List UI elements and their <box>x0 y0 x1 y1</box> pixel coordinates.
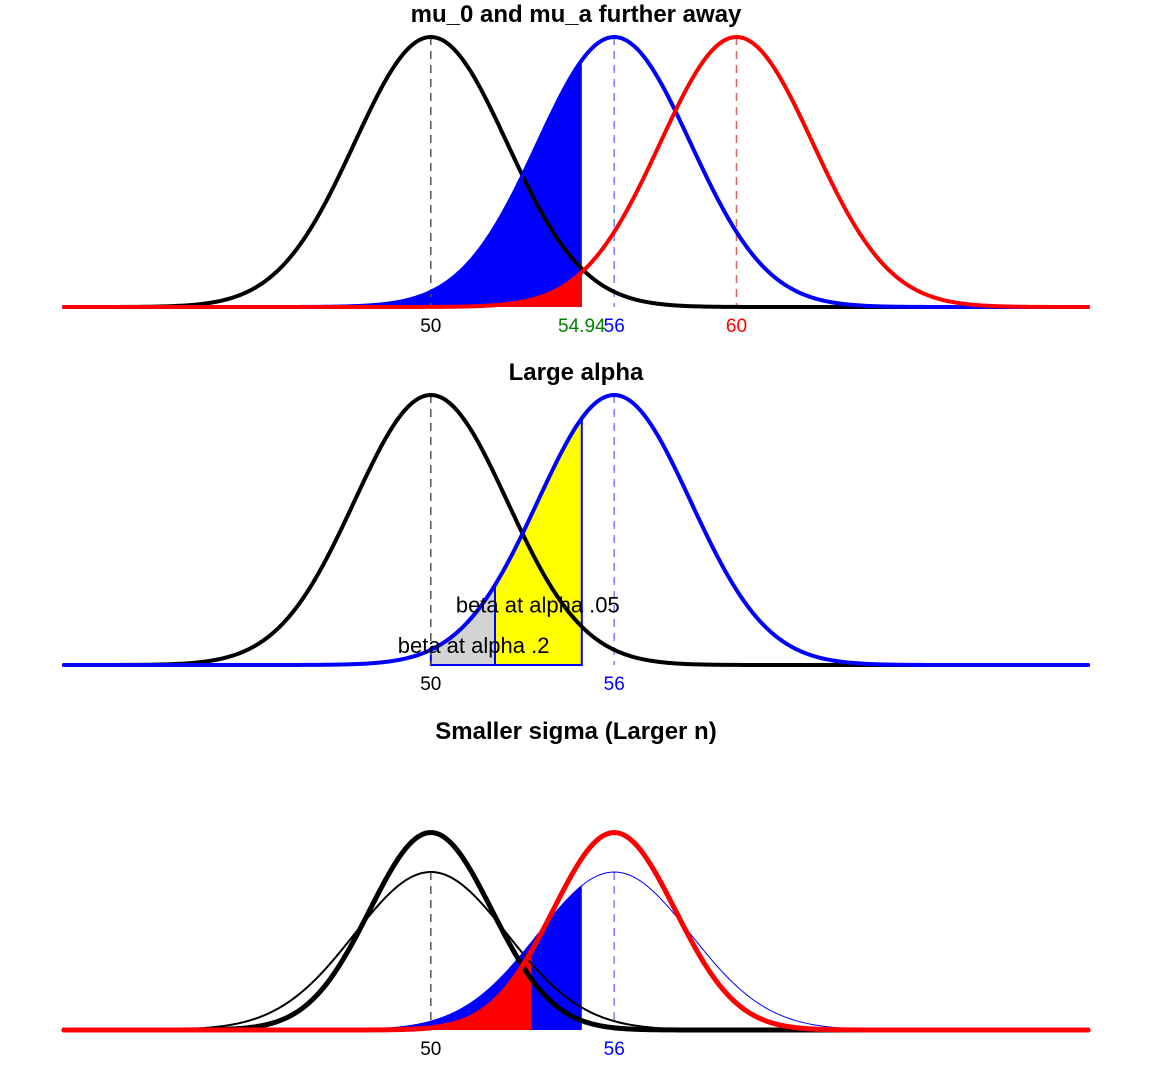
panel-3-title: Smaller sigma (Larger n) <box>435 718 716 745</box>
tick-label-50: 50 <box>420 674 441 695</box>
panel-2-title: Large alpha <box>509 359 644 386</box>
tick-label-50: 50 <box>420 1039 441 1060</box>
tick-label-56: 56 <box>604 674 625 695</box>
annotation-1: beta at alpha .05 <box>456 593 620 618</box>
shaded-region-2 <box>64 272 582 307</box>
panel-2: Large alpha beta at alpha .05 beta at alp… <box>62 359 1090 695</box>
shaded-region-1 <box>64 60 582 308</box>
tick-label-56: 56 <box>604 1039 625 1060</box>
annotation-2: beta at alpha .2 <box>398 633 550 658</box>
tick-label-56: 56 <box>604 316 625 337</box>
panel-1-title: mu_0 and mu_a further away <box>411 1 742 28</box>
shaded-region-1 <box>494 415 583 666</box>
density-curve-2 <box>62 393 1090 667</box>
density-curve-4 <box>61 830 1091 1033</box>
tick-label-54.94: 54.94 <box>558 316 606 337</box>
tick-label-60: 60 <box>726 316 747 337</box>
tick-label-50: 50 <box>420 316 441 337</box>
shaded-region-2 <box>64 950 532 1030</box>
density-curve-3 <box>62 35 1090 309</box>
panel-3: Smaller sigma (Larger n) 50 56 <box>61 718 1091 1060</box>
